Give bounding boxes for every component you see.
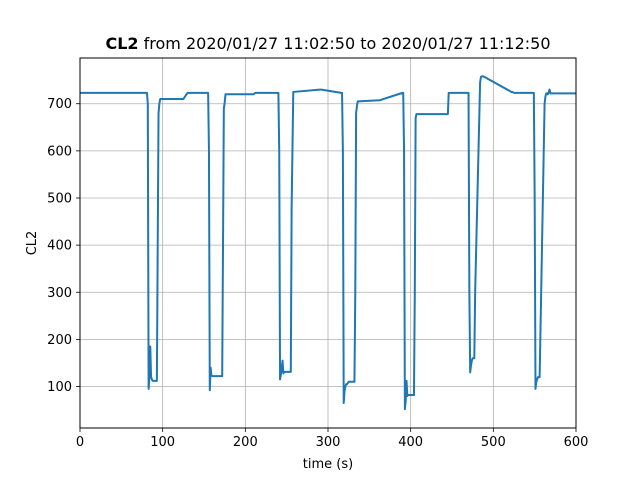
chart-title-rest: from 2020/01/27 11:02:50 to 2020/01/27 1… bbox=[139, 34, 551, 53]
x-tick-label: 500 bbox=[481, 435, 506, 450]
x-tick-label: 0 bbox=[76, 435, 84, 450]
x-tick-label: 100 bbox=[150, 435, 175, 450]
axis-ticks: 0 100 200 300 400 500 600 100 200 300 400 500 600 700 bbox=[47, 97, 588, 450]
y-axis-label: CL2 bbox=[25, 231, 40, 256]
chart-title: CL2 from 2020/01/27 11:02:50 to 2020/01/… bbox=[105, 34, 550, 53]
series-line bbox=[80, 75, 576, 411]
x-axis-label: time (s) bbox=[303, 457, 353, 472]
y-tick-label: 600 bbox=[47, 144, 72, 159]
x-tick-label: 400 bbox=[398, 435, 423, 450]
grid-lines bbox=[79, 58, 577, 428]
y-tick-label: 500 bbox=[47, 191, 72, 206]
y-tick-label: 200 bbox=[47, 333, 72, 348]
series-layer bbox=[80, 75, 576, 411]
y-tick-label: 400 bbox=[47, 239, 72, 254]
x-tick-label: 200 bbox=[233, 435, 258, 450]
x-tick-label: 300 bbox=[316, 435, 341, 450]
y-tick-label: 700 bbox=[47, 97, 72, 112]
y-tick-label: 300 bbox=[47, 286, 72, 301]
x-tick-label: 600 bbox=[564, 435, 589, 450]
y-tick-label: 100 bbox=[47, 380, 72, 395]
chart-title-bold: CL2 bbox=[105, 34, 138, 53]
